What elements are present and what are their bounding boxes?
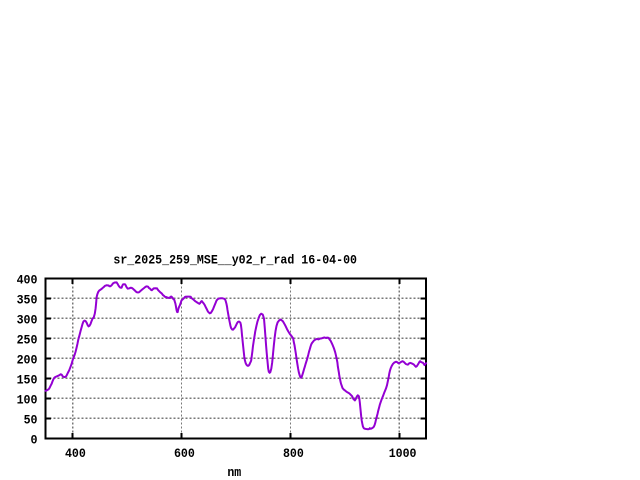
svg-text:300: 300 [17,312,38,327]
svg-text:sr_2025_259_MSE__y02_r_rad 16-: sr_2025_259_MSE__y02_r_rad 16-04-00 [113,253,357,268]
svg-text:800: 800 [283,446,304,461]
svg-text:200: 200 [17,352,38,367]
svg-text:600: 600 [174,446,195,461]
svg-text:0: 0 [31,432,38,447]
svg-text:150: 150 [17,372,38,387]
svg-text:1000: 1000 [389,446,417,461]
svg-text:100: 100 [17,392,38,407]
svg-text:50: 50 [24,412,38,427]
svg-text:250: 250 [17,332,38,347]
svg-text:400: 400 [65,446,86,461]
svg-text:nm: nm [227,465,241,480]
svg-text:350: 350 [17,292,38,307]
svg-text:400: 400 [17,272,38,287]
